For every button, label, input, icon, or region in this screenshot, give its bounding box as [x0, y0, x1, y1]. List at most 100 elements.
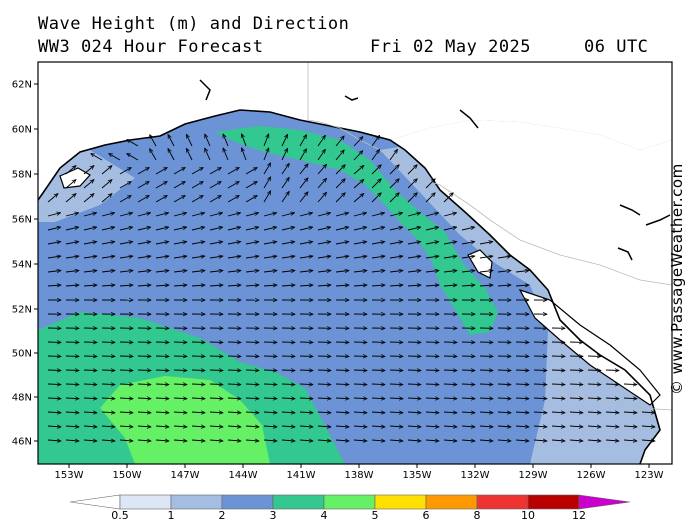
wave-arrow [263, 213, 277, 217]
wave-arrow [497, 256, 511, 258]
wave-arrow [223, 148, 229, 161]
wave-arrow [245, 285, 259, 286]
wave-arrow [281, 191, 289, 203]
wave-arrow [299, 242, 313, 245]
wave-arrow [155, 213, 169, 217]
wave-arrow [155, 182, 167, 189]
wave-arrow [497, 412, 511, 413]
wave-arrow [209, 440, 223, 441]
wave-arrow [461, 227, 475, 231]
wave-arrow [150, 149, 157, 161]
map-title: Wave Height (m) and Direction [38, 14, 350, 34]
wave-arrow [299, 213, 313, 217]
wave-arrow [65, 194, 76, 203]
wave-arrow [119, 168, 131, 175]
lat-tick-label: 54N [12, 260, 32, 271]
credit-text: © www.PassageWeather.com [668, 163, 686, 395]
wave-arrow [173, 285, 187, 286]
wave-arrow [245, 182, 257, 189]
wave-arrow [263, 370, 277, 371]
wave-arrow [353, 151, 363, 161]
wave-arrow [371, 440, 385, 441]
wave-arrow [605, 398, 619, 399]
wave-arrow [281, 412, 295, 413]
wave-arrow [137, 285, 151, 286]
wave-arrow [245, 242, 259, 245]
lon-tick-label: 153W [55, 470, 84, 481]
wave-arrow [641, 412, 655, 413]
wave-arrow [281, 370, 295, 371]
wave-arrow [335, 412, 349, 413]
wave-arrow [101, 194, 112, 203]
forecast-model: WW3 024 Hour Forecast [38, 37, 264, 57]
wave-arrow [119, 412, 133, 413]
wave-arrow [155, 285, 169, 286]
wave-arrow [209, 285, 223, 286]
wave-arrow [83, 398, 97, 399]
wave-arrow [101, 398, 115, 399]
wave-arrow [245, 384, 259, 385]
wave-arrow [185, 148, 193, 161]
wave-arrow [497, 426, 511, 427]
wave-arrow [299, 135, 307, 147]
lon-tick-label: 132W [461, 470, 490, 481]
wave-arrow [83, 227, 97, 231]
wave-arrow [605, 440, 619, 441]
wave-arrow [263, 134, 269, 147]
wave-arrow [317, 135, 325, 147]
wave-arrow [407, 227, 421, 231]
wave-arrow [641, 440, 655, 441]
wave-arrow [533, 370, 547, 371]
wave-arrow [209, 271, 223, 273]
legend-label: 4 [321, 509, 328, 522]
wave-arrow [245, 168, 257, 175]
wave-arrow [227, 285, 241, 286]
wave-arrow [65, 242, 79, 245]
wave-arrow [227, 398, 241, 399]
wave-arrow [101, 213, 115, 217]
wave-arrow [137, 256, 151, 258]
wave-arrow [245, 196, 257, 203]
wave-arrow [371, 193, 381, 203]
wave-arrow [119, 271, 133, 273]
wave-arrow [227, 227, 241, 231]
wave-arrow [299, 426, 313, 427]
wave-arrow [389, 213, 403, 217]
wave-arrow [461, 256, 475, 258]
wave-arrow [101, 271, 115, 273]
wave-arrow [407, 398, 421, 399]
wave-arrow [119, 182, 131, 189]
forecast-time: 06 UTC [584, 37, 649, 57]
legend-label: 5 [372, 509, 379, 522]
wave-arrow [353, 271, 367, 273]
wave-arrow [155, 256, 169, 258]
wave-arrow [245, 412, 259, 413]
wave-arrow [47, 370, 61, 371]
wave-arrow [317, 256, 331, 258]
wave-arrow [47, 440, 61, 441]
lon-tick-label: 135W [403, 470, 432, 481]
wave-arrow [263, 285, 277, 286]
wave-arrow [425, 285, 439, 286]
legend-label: 10 [521, 509, 535, 522]
wave-arrow [371, 256, 385, 258]
wave-arrow [209, 213, 223, 217]
wave-arrow [335, 398, 349, 399]
wave-direction-arrows [47, 134, 655, 441]
wave-arrow [155, 271, 169, 273]
wave-arrow [389, 227, 403, 231]
wave-arrow [479, 271, 493, 273]
lat-tick-label: 48N [12, 393, 32, 404]
wave-arrow [425, 227, 439, 231]
wave-arrow [127, 140, 139, 147]
wave-arrow [443, 227, 457, 231]
wave-arrow [605, 370, 619, 371]
wave-arrow [371, 384, 385, 385]
wave-arrow [209, 412, 223, 413]
wave-arrow [407, 242, 421, 245]
land-canada-coast [390, 120, 672, 464]
forecast-date: Fri 02 May 2025 [370, 37, 532, 57]
wave-arrow [65, 285, 79, 286]
wave-arrow [173, 213, 187, 217]
wave-arrow [389, 384, 403, 385]
